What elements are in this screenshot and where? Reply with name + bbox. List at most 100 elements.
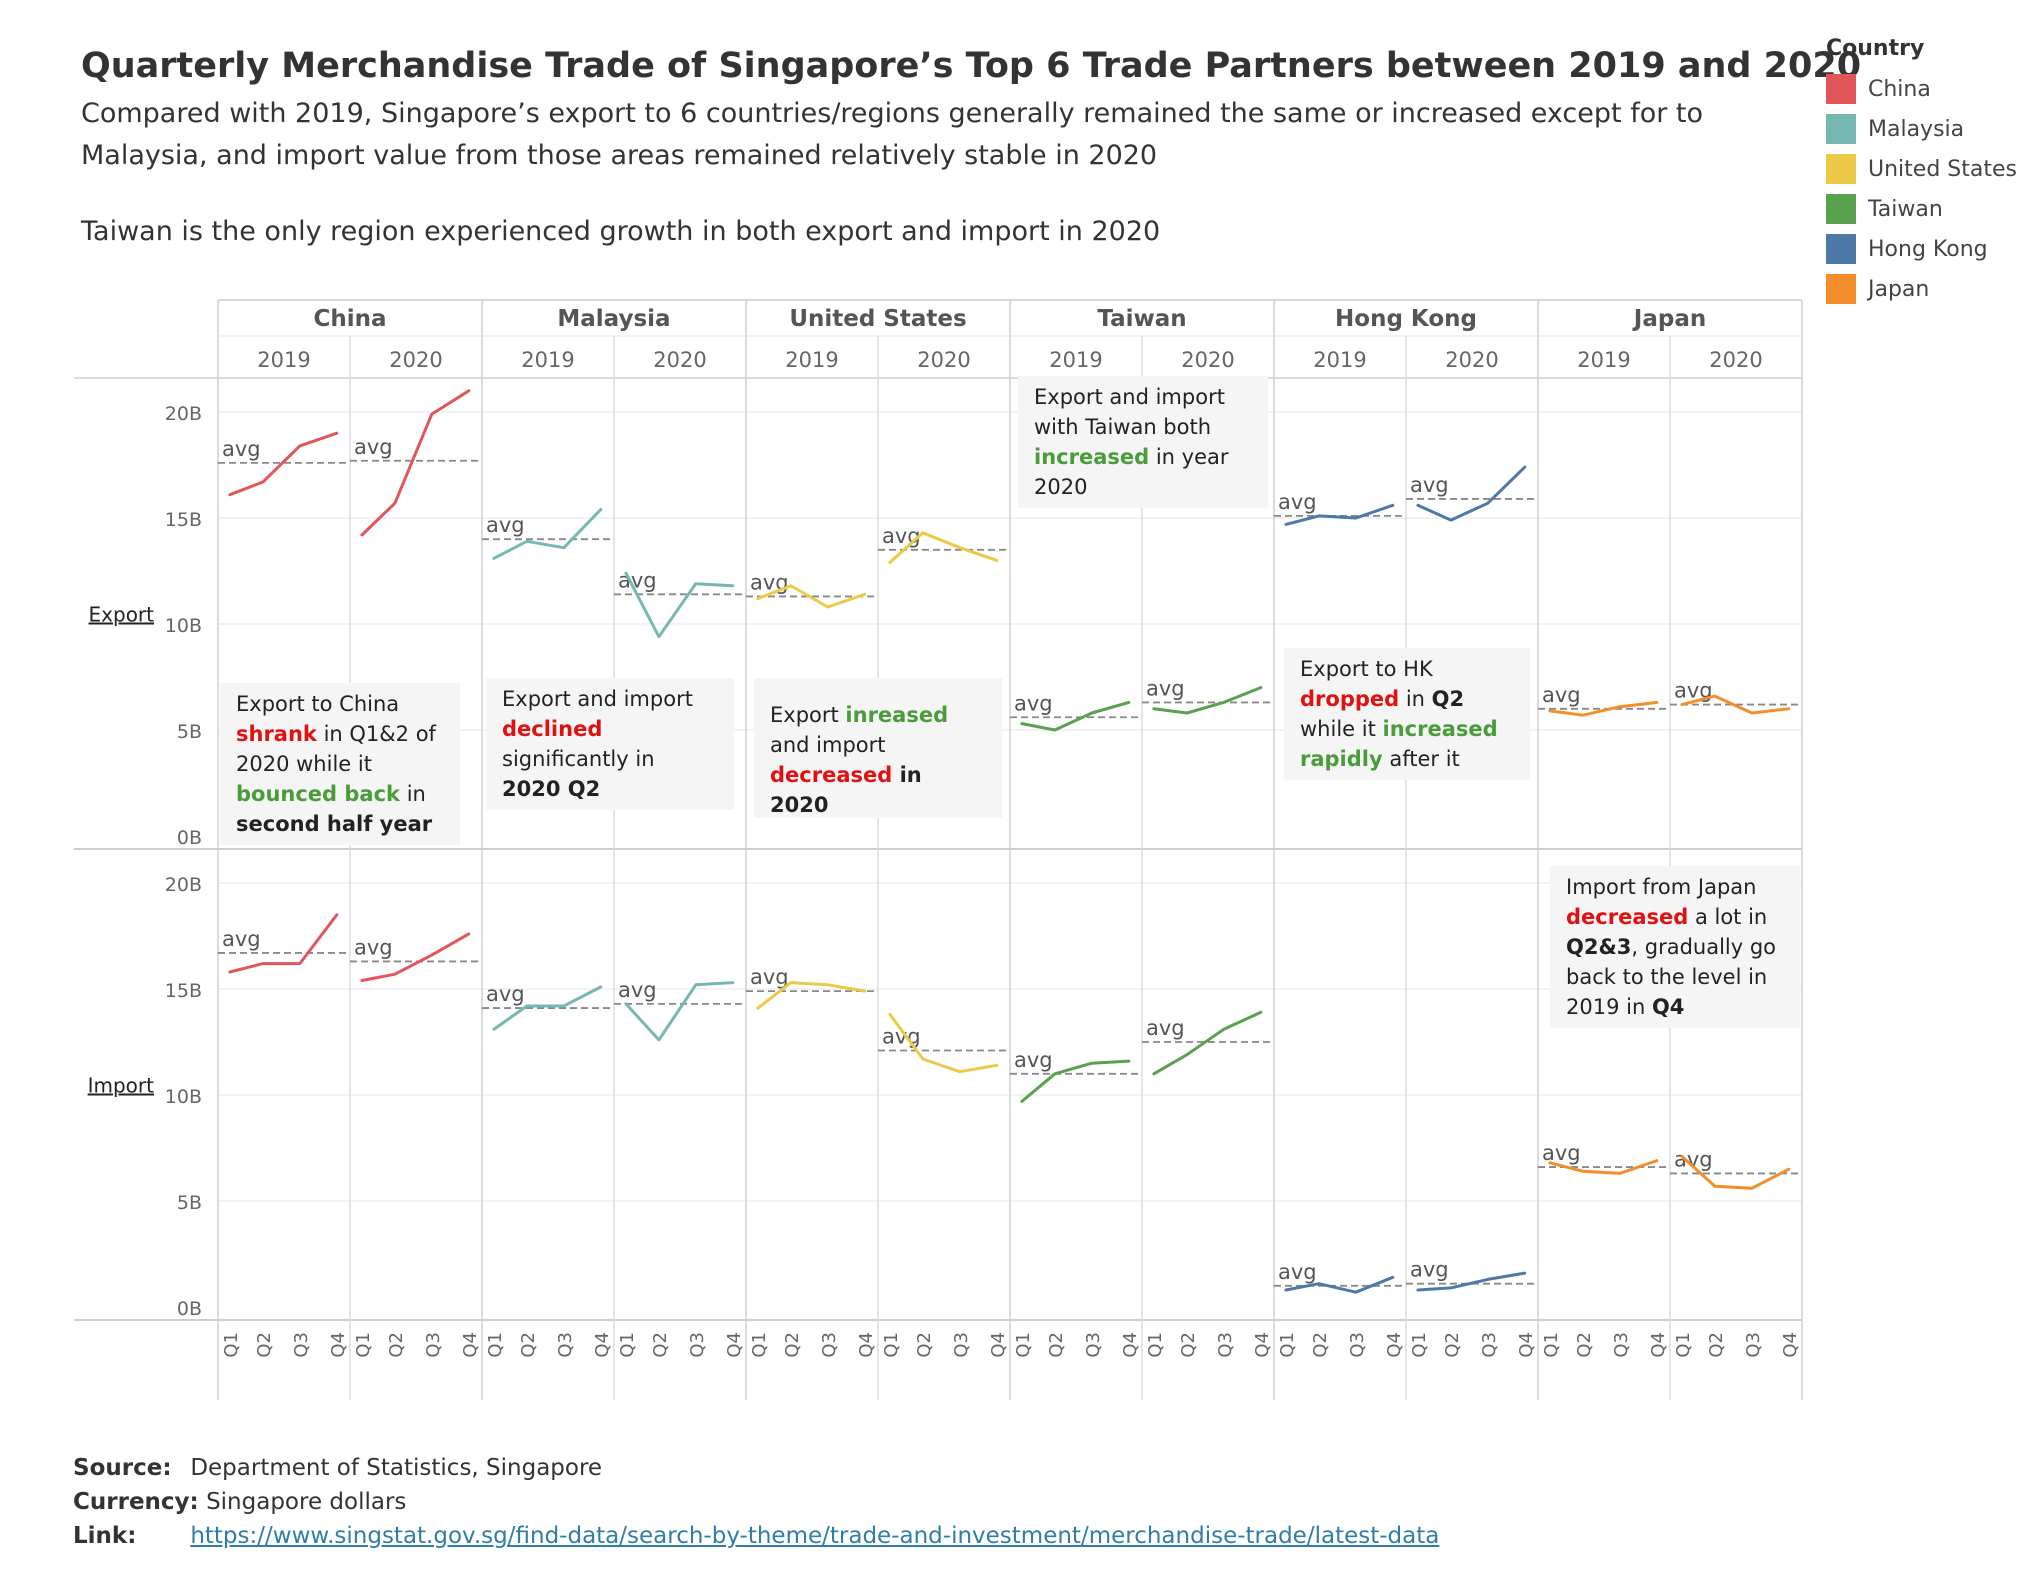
annotation-text: in 2020 (770, 763, 922, 817)
y-tick-label: 20B (165, 874, 202, 896)
annotation-text: Export (770, 703, 846, 727)
quarter-label: Q1 (1013, 1332, 1034, 1358)
subtitle-line-1: Compared with 2019, Singapore’s export t… (81, 98, 1704, 129)
quarter-label: Q3 (1083, 1332, 1104, 1358)
quarter-label: Q4 (724, 1332, 745, 1358)
source-label: Source: (73, 1455, 172, 1481)
year-header: 2020 (653, 348, 706, 372)
legend-items: China Malaysia United States Taiwan Hong Kon… (1826, 69, 2017, 309)
country-header: China (313, 306, 386, 332)
avg-label: avg (486, 513, 525, 537)
annotation-united-states: Export inreased and import decreased in … (754, 678, 1002, 818)
legend-swatch (1826, 74, 1856, 104)
avg-label: avg (354, 435, 393, 459)
year-header: 2020 (1181, 348, 1234, 372)
legend-swatch (1826, 114, 1856, 144)
year-header: 2020 (1709, 348, 1762, 372)
quarter-label: Q4 (592, 1332, 613, 1358)
avg-label: avg (354, 935, 393, 959)
chart-title: Quarterly Merchandise Trade of Singapore… (81, 46, 1862, 86)
quarter-label: Q2 (518, 1332, 539, 1358)
avg-label: avg (222, 437, 261, 461)
quarter-label: Q2 (1706, 1332, 1727, 1358)
source-link[interactable]: https://www.singstat.gov.sg/find-data/se… (190, 1523, 1440, 1549)
annotation-text: inreased (845, 703, 949, 727)
quarter-label: Q2 (782, 1332, 803, 1358)
series-line (756, 584, 867, 609)
annotation-text: a lot in (1688, 905, 1768, 929)
quarter-label: Q1 (749, 1332, 770, 1358)
row-label: Import (88, 1074, 155, 1098)
quarter-label: Q4 (1120, 1332, 1141, 1358)
quarter-label: Q2 (1178, 1332, 1199, 1358)
footer-currency: Currency: Singapore dollars (73, 1489, 406, 1515)
annotation-text: Import from Japan (1566, 875, 1757, 899)
quarter-label: Q4 (856, 1332, 877, 1358)
legend-item[interactable]: China (1826, 69, 2017, 109)
annotation-text: Export to HK (1300, 657, 1433, 681)
avg-label: avg (1014, 691, 1053, 715)
series-line (1548, 700, 1659, 717)
annotation-text: Export and import (502, 687, 693, 711)
year-header: 2020 (1445, 348, 1498, 372)
legend-label: Malaysia (1868, 116, 1965, 142)
legend-item[interactable]: Malaysia (1826, 109, 2017, 149)
avg-label: avg (1410, 473, 1449, 497)
y-tick-label: 10B (165, 615, 202, 637)
quarter-label: Q3 (951, 1332, 972, 1358)
avg-label: avg (1146, 1016, 1185, 1040)
annotation-text: Q2 (1431, 687, 1465, 711)
annotation-taiwan: Export and import with Taiwan both incre… (1018, 376, 1268, 508)
y-tick-label: 5B (177, 721, 202, 743)
annotation-text: Q4 (1651, 995, 1685, 1019)
series-line (228, 431, 339, 497)
avg-label: avg (750, 570, 789, 594)
quarter-label: Q1 (1277, 1332, 1298, 1358)
avg-label: avg (1014, 1048, 1053, 1072)
series-line (888, 531, 999, 564)
legend-swatch (1826, 194, 1856, 224)
annotation-text: Q2&3 (1566, 935, 1632, 959)
series-line (228, 913, 339, 974)
annotation-text: second half year (236, 812, 433, 836)
legend-swatch (1826, 274, 1856, 304)
series-line (492, 985, 603, 1031)
legend-item[interactable]: Japan (1826, 269, 2017, 309)
quarter-label: Q3 (687, 1332, 708, 1358)
annotation-text: in year 2020 (1034, 445, 1229, 499)
annotation-text: significantly in (502, 747, 655, 771)
series-line (624, 571, 735, 639)
country-header: Taiwan (1097, 306, 1186, 332)
annotation-hong-kong: Export to HK dropped in Q2 while it incr… (1284, 648, 1530, 780)
y-tick-label: 20B (165, 403, 202, 425)
subtitle-line-2: Malaysia, and import value from those ar… (81, 140, 1158, 171)
series-line (1416, 465, 1527, 522)
series-line (360, 932, 471, 982)
year-header: 2019 (521, 348, 574, 372)
annotation-text: decreased (770, 763, 893, 787)
series-line (1680, 694, 1791, 715)
legend-label: United States (1868, 156, 2017, 182)
series-line (1020, 1059, 1131, 1103)
quarter-label: Q4 (988, 1332, 1009, 1358)
legend-item[interactable]: United States (1826, 149, 2017, 189)
legend-item[interactable]: Taiwan (1826, 189, 2017, 229)
series-line (888, 1012, 999, 1074)
series-line (756, 981, 867, 1010)
series-line (1284, 1275, 1395, 1294)
annotation-text: decreased (1566, 905, 1689, 929)
quarter-label: Q2 (650, 1332, 671, 1358)
country-header: Malaysia (557, 306, 670, 332)
year-header: 2020 (389, 348, 442, 372)
y-tick-label: 15B (165, 980, 202, 1002)
series-line (1152, 686, 1263, 715)
quarter-label: Q3 (291, 1332, 312, 1358)
currency-label: Currency: (73, 1489, 199, 1515)
quarter-label: Q3 (819, 1332, 840, 1358)
quarter-label: Q4 (1780, 1332, 1801, 1358)
quarter-label: Q3 (1347, 1332, 1368, 1358)
quarter-label: Q2 (1574, 1332, 1595, 1358)
annotation-text: in (1399, 687, 1432, 711)
legend-item[interactable]: Hong Kong (1826, 229, 2017, 269)
